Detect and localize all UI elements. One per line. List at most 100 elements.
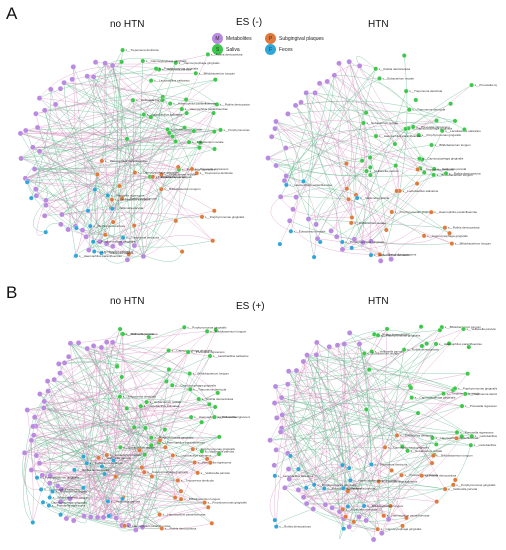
metabolites-node [46,480,53,486]
edge [286,175,425,236]
plaque-node [175,164,181,170]
edge [32,342,113,523]
edge [303,361,325,485]
node-label: s__Porphyromonas gingivalis [381,333,421,337]
feces-node [303,485,309,491]
legend-label-saliva: Saliva [226,46,240,53]
edge [288,412,419,470]
feces-node [81,454,86,459]
edge [139,60,144,257]
edge [295,100,465,130]
edge [135,422,202,530]
edge [306,389,454,504]
saliva-node [392,141,398,147]
edge [338,65,360,189]
edge [58,347,189,365]
node-label: s__Lactobacillus salivarius [144,404,180,408]
edge [87,76,213,241]
edge [298,489,437,502]
metabolites-node [314,235,321,242]
metabolites-node [45,388,51,394]
metabolites-node [272,125,278,132]
saliva-node [184,110,189,116]
node-label: s__Bifidobacterium longum [367,504,404,508]
edge [112,342,152,446]
saliva-node [216,451,222,457]
feces-node [368,252,374,258]
node-label: s__Veillonella parvula [114,206,143,210]
edge [20,61,122,159]
plaque-node [340,506,346,512]
node-label: s__Porphyromonas gingivalis [208,501,248,505]
saliva-node [421,170,427,175]
edge [50,475,162,529]
edge [334,75,410,110]
plaque-node [349,215,355,220]
saliva-node [462,127,467,132]
plaque-node [343,514,348,520]
edge [307,354,468,374]
node-label: s__Veillonella parvula [448,487,477,491]
metabolites-node [370,536,377,543]
edge [281,397,391,507]
plaque-node [209,520,215,526]
edge [39,393,202,423]
node-label: s__Eubacterium rectale [123,445,155,449]
metabolites-node [324,78,330,85]
metabolites-node [283,173,289,179]
edge [99,235,131,255]
feces-node [321,486,327,491]
plaque-node [117,183,122,189]
edge [287,453,378,530]
node-label: s__Porphyromonas gingivalis [224,128,251,132]
feces-node [87,223,93,229]
edge [57,416,215,487]
edge [127,234,213,260]
saliva-node [369,349,375,354]
network-title-a-left: no HTN [110,19,145,30]
edge [325,412,419,505]
node-label: s__Prevotella nigrescens [52,504,86,508]
edge [358,436,462,518]
edge [31,440,176,498]
edge [63,82,193,170]
plaque-node [194,170,200,176]
edge [87,348,198,473]
plaque-node [137,447,142,453]
edge [280,122,364,198]
saliva-node [197,140,203,146]
metabolites-node [124,257,131,263]
edge [32,80,152,148]
edge [358,475,422,518]
edges [20,49,221,264]
edge [356,55,376,69]
plaque-node [126,251,132,257]
saliva-node [142,452,148,458]
edge [36,200,47,236]
metabolites-node [295,487,302,493]
metabolites-node [31,166,38,172]
edge [34,148,215,170]
edge [329,346,466,395]
edge [45,223,87,237]
metabolites-node [36,95,43,101]
saliva-node [469,82,474,88]
edge [287,448,372,465]
legend-item-feces: F Feces [265,44,293,55]
edge [282,353,365,416]
node-label: s__Treponema denticola [126,48,159,52]
saliva-node [452,118,458,124]
feces-node [72,467,77,473]
metabolites-node [44,378,51,384]
edge [93,72,218,105]
node-label: s__Prevotella nigrescens [198,461,232,465]
edge [59,358,118,374]
saliva-node [186,139,192,145]
metabolites-node [305,216,312,222]
saliva-node [144,399,149,405]
saliva-node [140,58,146,64]
edge [115,406,142,519]
node-label: s__Haemophilus parainfluenzae [163,513,206,517]
node-label: s__Eubacterium rectale [110,453,142,457]
node-label: s__Bifidobacterium longum [53,496,90,500]
